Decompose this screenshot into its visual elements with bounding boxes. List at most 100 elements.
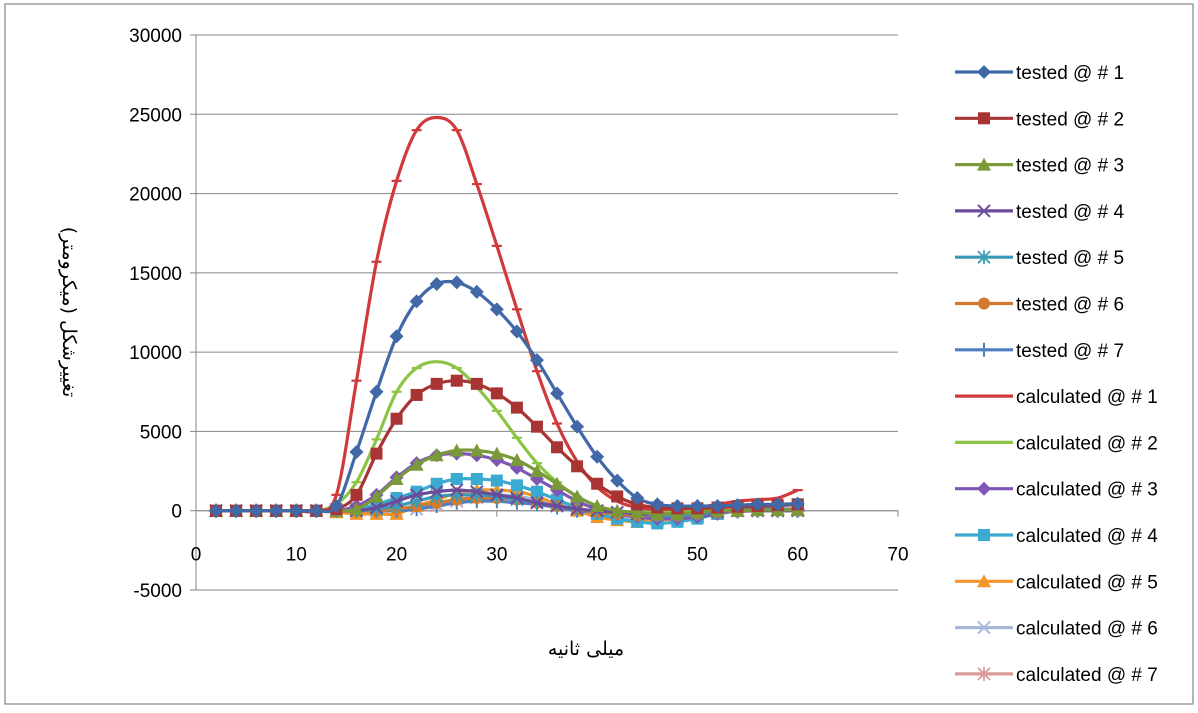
legend-item: tested @ # 3 (955, 156, 1124, 177)
data-point (550, 476, 565, 490)
legend-marker (977, 342, 991, 357)
y-tick-label: 0 (171, 502, 182, 523)
data-point (409, 488, 424, 502)
data-point (450, 374, 463, 387)
legend-marker (978, 112, 990, 125)
x-tick-label: 70 (887, 545, 908, 566)
data-point (489, 446, 504, 460)
legend-marker (978, 297, 990, 310)
legend-marker (977, 157, 991, 171)
legend-label: tested @ # 7 (1016, 341, 1124, 362)
data-point (730, 498, 745, 513)
legend-marker (978, 529, 990, 541)
data-point (329, 498, 344, 513)
y-tick-label: 5000 (140, 422, 182, 443)
data-point (429, 276, 444, 291)
data-point (510, 491, 524, 505)
legend-item: calculated @ # 7 (955, 665, 1158, 686)
data-point (429, 448, 444, 462)
data-point (610, 473, 625, 488)
data-point (570, 489, 585, 503)
legend-item: calculated @ # 5 (955, 572, 1158, 593)
legend-label: tested @ # 6 (1016, 295, 1124, 316)
data-point (590, 449, 605, 464)
data-point (790, 496, 805, 511)
legend-item: calculated @ # 2 (955, 433, 1158, 454)
legend-label: tested @ # 3 (1016, 156, 1124, 177)
legend-item: calculated @ # 4 (955, 526, 1158, 547)
data-point (570, 419, 585, 434)
legend-item: tested @ # 5 (955, 248, 1124, 269)
legend: tested @ # 1 tested @ # 2 tested @ # 3 test… (955, 63, 1158, 686)
data-point (469, 443, 484, 457)
x-tick-label: 10 (286, 545, 307, 566)
legend-label: calculated @ # 6 (1016, 619, 1158, 640)
data-point (470, 473, 483, 485)
data-point (509, 324, 524, 339)
tick-labels: -5000 0 5000 10000 15000 20000 25000 30000 0 10 20… (129, 26, 908, 602)
legend-label: calculated @ # 4 (1016, 526, 1158, 547)
data-point (529, 353, 544, 368)
legend-label: tested @ # 5 (1016, 248, 1124, 269)
data-point (770, 497, 785, 512)
x-tick-label: 40 (587, 545, 608, 566)
data-point (510, 479, 523, 492)
y-tick-label: 15000 (129, 264, 182, 285)
data-point (409, 457, 424, 471)
data-point (429, 484, 444, 499)
data-point (630, 505, 645, 519)
legend-label: tested @ # 2 (1016, 109, 1124, 130)
data-point (550, 386, 565, 401)
legend-label: calculated @ # 1 (1016, 387, 1158, 408)
data-point (469, 284, 484, 299)
legend-item: calculated @ # 6 (955, 619, 1158, 640)
data-point (530, 485, 543, 498)
data-point (670, 498, 685, 513)
series-layer (209, 115, 805, 530)
x-tick-label: 60 (787, 545, 808, 566)
data-point (349, 502, 364, 516)
data-point (550, 499, 564, 513)
data-point (710, 498, 725, 513)
data-point (369, 489, 384, 503)
data-point (369, 384, 384, 399)
legend-marker (977, 250, 991, 265)
legend-item: tested @ # 4 (955, 202, 1124, 223)
data-point (490, 387, 503, 400)
data-point (269, 503, 284, 518)
data-point (590, 498, 605, 512)
data-point (690, 498, 705, 513)
data-point (450, 483, 464, 497)
data-point (309, 503, 324, 518)
x-tick-label: 20 (386, 545, 407, 566)
legend-label: calculated @ # 5 (1016, 572, 1158, 593)
legend-item: tested @ # 1 (955, 63, 1124, 84)
y-tick-label: 20000 (129, 185, 182, 206)
legend-label: calculated @ # 3 (1016, 480, 1158, 501)
data-point (389, 472, 404, 485)
y-tick-label: 30000 (129, 26, 182, 47)
data-point (529, 464, 544, 478)
legend-marker (977, 481, 991, 496)
x-tick-label: 0 (191, 545, 202, 566)
data-point (610, 503, 625, 517)
data-point (229, 503, 244, 518)
legend-marker (977, 574, 991, 588)
data-point (630, 491, 645, 506)
data-point (571, 460, 584, 473)
legend-item: tested @ # 6 (955, 295, 1124, 316)
data-point (530, 496, 544, 510)
data-point (430, 477, 443, 490)
y-tick-label: 25000 (129, 105, 182, 126)
data-point (530, 420, 543, 433)
data-point (750, 497, 765, 512)
data-point (430, 377, 443, 390)
x-axis-title: میلی ثانیه (548, 638, 624, 660)
data-point (489, 302, 504, 317)
legend-item: calculated @ # 1 (955, 387, 1158, 408)
data-point (389, 329, 404, 344)
data-point (551, 441, 564, 454)
data-point (650, 497, 665, 512)
